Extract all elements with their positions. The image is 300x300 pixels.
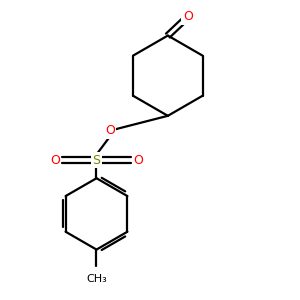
Text: CH₃: CH₃ — [86, 274, 107, 284]
Text: S: S — [92, 154, 101, 167]
Text: O: O — [133, 154, 143, 167]
Text: O: O — [183, 10, 193, 23]
Text: O: O — [105, 124, 115, 137]
Text: O: O — [50, 154, 60, 167]
